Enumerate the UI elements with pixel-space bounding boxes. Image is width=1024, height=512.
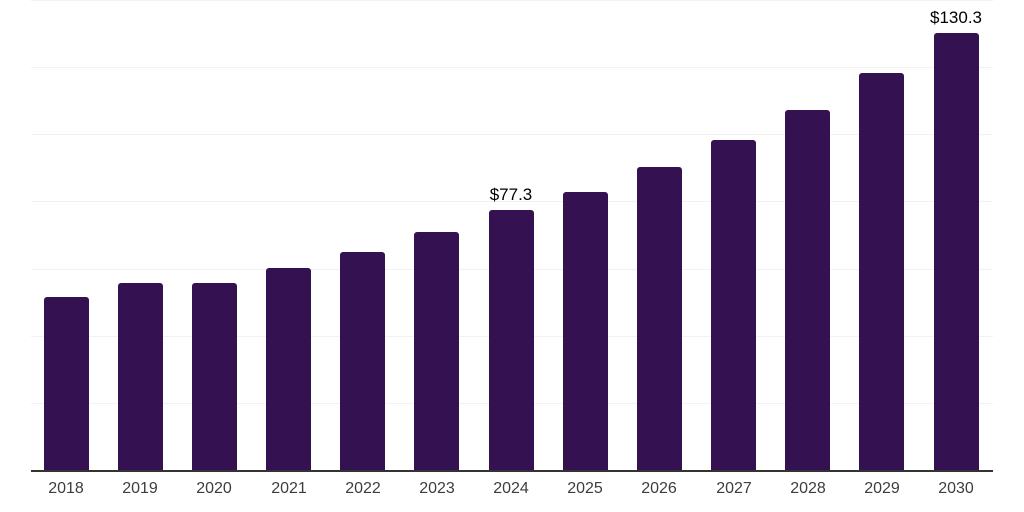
x-tick-label-2029: 2029 [864, 480, 900, 497]
x-tick-label-2022: 2022 [345, 480, 381, 497]
bar-2029 [859, 73, 904, 470]
x-tick-label-2030: 2030 [938, 480, 974, 497]
x-tick-label-2019: 2019 [122, 480, 158, 497]
x-tick-label-2021: 2021 [271, 480, 307, 497]
value-label-2030: $130.3 [930, 8, 982, 27]
x-tick-label-2024: 2024 [493, 480, 529, 497]
bar-2019 [118, 283, 163, 470]
gridline-80 [31, 201, 993, 202]
x-axis-tick-labels: 2018 2019 2020 2021 2022 2023 2024 2025 2026 2027… [31, 472, 993, 512]
bar-2020 [192, 283, 237, 470]
x-tick-label-2027: 2027 [716, 480, 752, 497]
bar-2024 [489, 210, 534, 470]
bar-2028 [785, 110, 830, 470]
value-label-2024: $77.3 [489, 185, 533, 204]
x-axis-line [31, 470, 993, 472]
gridline-100 [31, 134, 993, 135]
x-tick-label-2023: 2023 [419, 480, 455, 497]
plot-area: $77.3 $130.3 [31, 0, 993, 472]
bar-2023 [414, 232, 459, 470]
bar-2018 [44, 297, 89, 470]
x-tick-label-2028: 2028 [790, 480, 826, 497]
gridline-140 [31, 0, 993, 1]
x-tick-label-2020: 2020 [196, 480, 232, 497]
x-tick-label-2026: 2026 [641, 480, 677, 497]
bar-2022 [340, 252, 385, 470]
x-tick-label-2025: 2025 [567, 480, 603, 497]
bar-2021 [266, 268, 311, 470]
bar-2025 [563, 192, 608, 470]
x-tick-label-2018: 2018 [48, 480, 84, 497]
bar-2027 [711, 140, 756, 470]
gridline-120 [31, 67, 993, 68]
bar-2026 [637, 167, 682, 470]
bar-2030 [934, 33, 979, 470]
